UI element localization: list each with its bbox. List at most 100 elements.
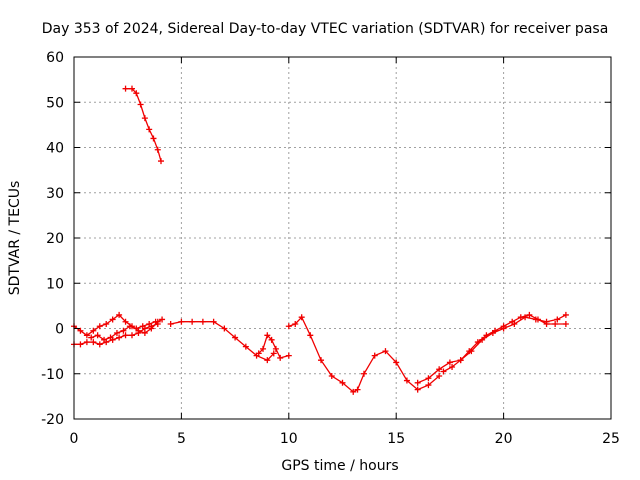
data-traces bbox=[71, 85, 569, 395]
data-point bbox=[157, 158, 164, 165]
data-point bbox=[517, 314, 524, 321]
data-point bbox=[474, 339, 481, 346]
data-point bbox=[221, 325, 228, 332]
data-point bbox=[141, 115, 148, 122]
data-point bbox=[154, 146, 161, 153]
data-point bbox=[292, 320, 299, 327]
data-point bbox=[414, 379, 421, 386]
data-point bbox=[109, 316, 116, 323]
data-point bbox=[354, 386, 361, 393]
data-point bbox=[382, 348, 389, 355]
data-point bbox=[210, 318, 217, 325]
data-point bbox=[133, 90, 140, 97]
data-point bbox=[150, 135, 157, 142]
data-point bbox=[122, 318, 129, 325]
y-tick-label: 50 bbox=[46, 95, 64, 111]
data-point bbox=[307, 332, 314, 339]
series-sat-a bbox=[122, 85, 164, 165]
data-point bbox=[298, 314, 305, 321]
data-point bbox=[277, 354, 284, 361]
x-tick-label: 10 bbox=[280, 431, 298, 447]
x-tick-label: 25 bbox=[602, 431, 620, 447]
data-point bbox=[509, 318, 516, 325]
data-point bbox=[425, 375, 432, 382]
data-point bbox=[122, 85, 129, 92]
data-point bbox=[526, 311, 533, 318]
y-axis-label: SDTVAR / TECUs bbox=[7, 181, 23, 296]
data-point bbox=[318, 357, 325, 364]
data-point bbox=[137, 101, 144, 108]
data-point bbox=[272, 345, 279, 352]
data-point bbox=[483, 332, 490, 339]
y-tick-label: 0 bbox=[55, 322, 64, 338]
series-line bbox=[417, 314, 567, 384]
data-point bbox=[96, 341, 103, 348]
data-point bbox=[159, 316, 166, 323]
data-point bbox=[116, 334, 123, 341]
data-point bbox=[436, 366, 443, 373]
data-point bbox=[146, 320, 153, 327]
y-tick-label: 20 bbox=[46, 231, 64, 247]
data-point bbox=[425, 382, 432, 389]
data-point bbox=[128, 85, 135, 92]
x-tick-label: 20 bbox=[495, 431, 513, 447]
x-tick-label: 15 bbox=[387, 431, 405, 447]
data-point bbox=[562, 311, 569, 318]
data-point bbox=[270, 350, 277, 357]
data-point bbox=[146, 126, 153, 133]
data-point bbox=[90, 339, 97, 346]
data-point bbox=[436, 373, 443, 380]
data-point bbox=[232, 334, 239, 341]
y-tick-label: 30 bbox=[46, 186, 64, 202]
data-point bbox=[77, 341, 84, 348]
data-point bbox=[116, 311, 123, 318]
data-point bbox=[77, 327, 84, 334]
data-point bbox=[264, 332, 271, 339]
data-point bbox=[264, 357, 271, 364]
data-point bbox=[260, 345, 267, 352]
data-point bbox=[152, 318, 159, 325]
axis-ticks: -20 -10 0 10 20 30 40 50 60 0 5 10 15 20 25 bbox=[41, 50, 620, 447]
data-point bbox=[126, 323, 133, 330]
data-point bbox=[178, 318, 185, 325]
data-point bbox=[466, 348, 473, 355]
data-point bbox=[189, 318, 196, 325]
data-point bbox=[446, 359, 453, 366]
data-point bbox=[328, 373, 335, 380]
data-point bbox=[83, 339, 90, 346]
data-point bbox=[90, 327, 97, 334]
data-point bbox=[199, 318, 206, 325]
data-point bbox=[457, 357, 464, 364]
data-point bbox=[285, 352, 292, 359]
data-point bbox=[339, 379, 346, 386]
data-point bbox=[534, 316, 541, 323]
data-point bbox=[554, 316, 561, 323]
data-point bbox=[371, 352, 378, 359]
data-point bbox=[139, 323, 146, 330]
data-point bbox=[492, 327, 499, 334]
data-point bbox=[83, 332, 90, 339]
data-point bbox=[449, 363, 456, 370]
series-sat-g bbox=[285, 314, 443, 395]
chart-title: Day 353 of 2024, Sidereal Day-to-day VTE… bbox=[42, 21, 609, 37]
series-sat-e bbox=[167, 318, 277, 364]
data-point bbox=[94, 332, 101, 339]
data-point bbox=[107, 334, 114, 341]
data-point bbox=[360, 370, 367, 377]
data-point bbox=[242, 343, 249, 350]
data-point bbox=[403, 377, 410, 384]
y-tick-label: 60 bbox=[46, 50, 64, 66]
y-tick-label: -20 bbox=[41, 412, 64, 428]
y-tick-label: 10 bbox=[46, 276, 64, 292]
data-point bbox=[101, 336, 108, 343]
series-sat-d bbox=[88, 318, 159, 343]
x-tick-label: 0 bbox=[70, 431, 79, 447]
grid-lines bbox=[74, 57, 611, 419]
data-point bbox=[122, 332, 129, 339]
data-point bbox=[128, 332, 135, 339]
data-point bbox=[500, 323, 507, 330]
data-point bbox=[120, 327, 127, 334]
data-point bbox=[543, 320, 550, 327]
data-point bbox=[88, 334, 95, 341]
